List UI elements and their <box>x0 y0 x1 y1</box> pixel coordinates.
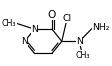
Text: CH₃: CH₃ <box>2 19 16 28</box>
Text: N: N <box>21 37 28 46</box>
Text: N: N <box>76 37 83 46</box>
Text: N: N <box>31 25 38 34</box>
Text: NH₂: NH₂ <box>93 23 110 32</box>
Text: O: O <box>48 10 56 20</box>
Text: CH₃: CH₃ <box>75 51 90 60</box>
Text: Cl: Cl <box>63 14 72 23</box>
